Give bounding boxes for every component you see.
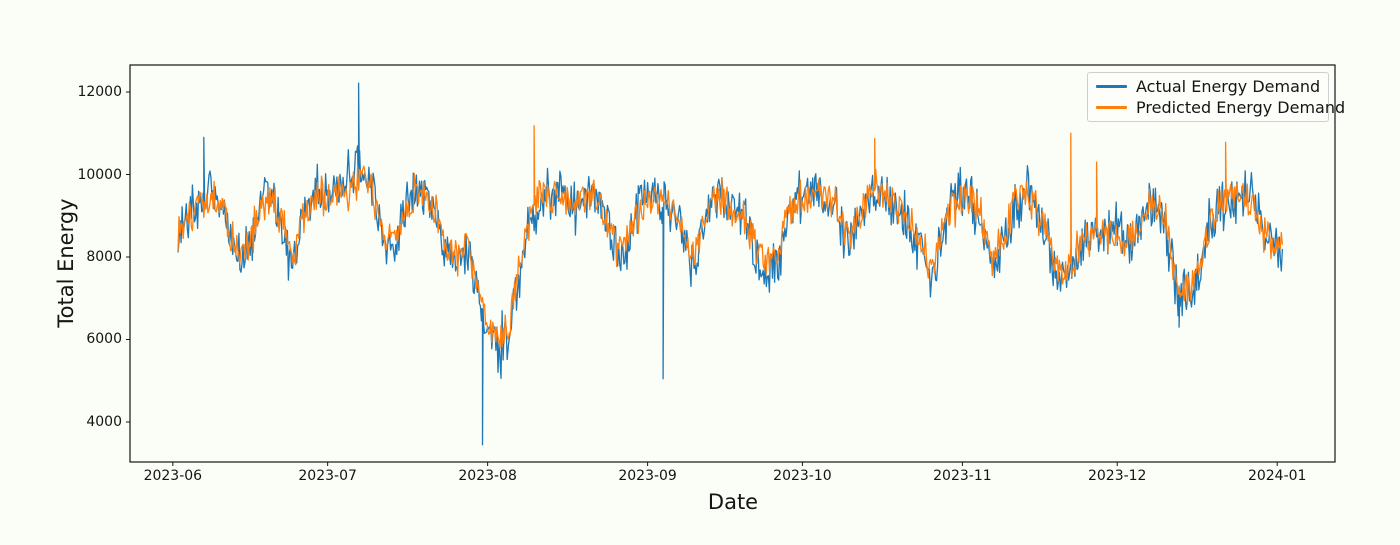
series-lines	[177, 82, 1284, 446]
legend-label-predicted: Predicted Energy Demand	[1136, 97, 1346, 117]
series-line-predicted	[177, 125, 1284, 349]
legend-item-actual: Actual Energy Demand	[1096, 77, 1320, 97]
x-tick-label: 2023-06	[143, 468, 203, 484]
y-tick-label: 6000	[86, 331, 122, 348]
x-tick-label: 2023-07	[298, 468, 357, 484]
legend-label-actual: Actual Energy Demand	[1136, 76, 1321, 96]
x-tick-label: 2023-12	[1087, 468, 1147, 484]
y-tick-label: 10000	[77, 166, 122, 183]
plot-border	[129, 64, 1336, 463]
x-tick-label: 2023-11	[933, 468, 992, 484]
y-tick-label: 4000	[86, 413, 122, 430]
legend-item-predicted: Predicted Energy Demand	[1096, 98, 1345, 118]
y-tick-label: 12000	[77, 84, 122, 101]
x-tick-label: 2023-09	[618, 468, 677, 484]
x-tick-label: 2024-01	[1247, 468, 1307, 484]
axis-ticks	[126, 91, 1278, 466]
x-tick-label: 2023-10	[773, 468, 832, 484]
y-axis-label: Total Energy	[54, 198, 78, 328]
y-tick-label: 8000	[86, 249, 122, 265]
plot-area	[130, 65, 1335, 462]
x-tick-label: 2023-08	[458, 468, 517, 484]
legend-line-sample-actual	[1096, 85, 1127, 88]
legend-line-sample-predicted	[1096, 106, 1127, 109]
x-axis-label: Date	[707, 490, 759, 514]
legend: Actual Energy Demand Predicted Energy De…	[1087, 72, 1345, 122]
